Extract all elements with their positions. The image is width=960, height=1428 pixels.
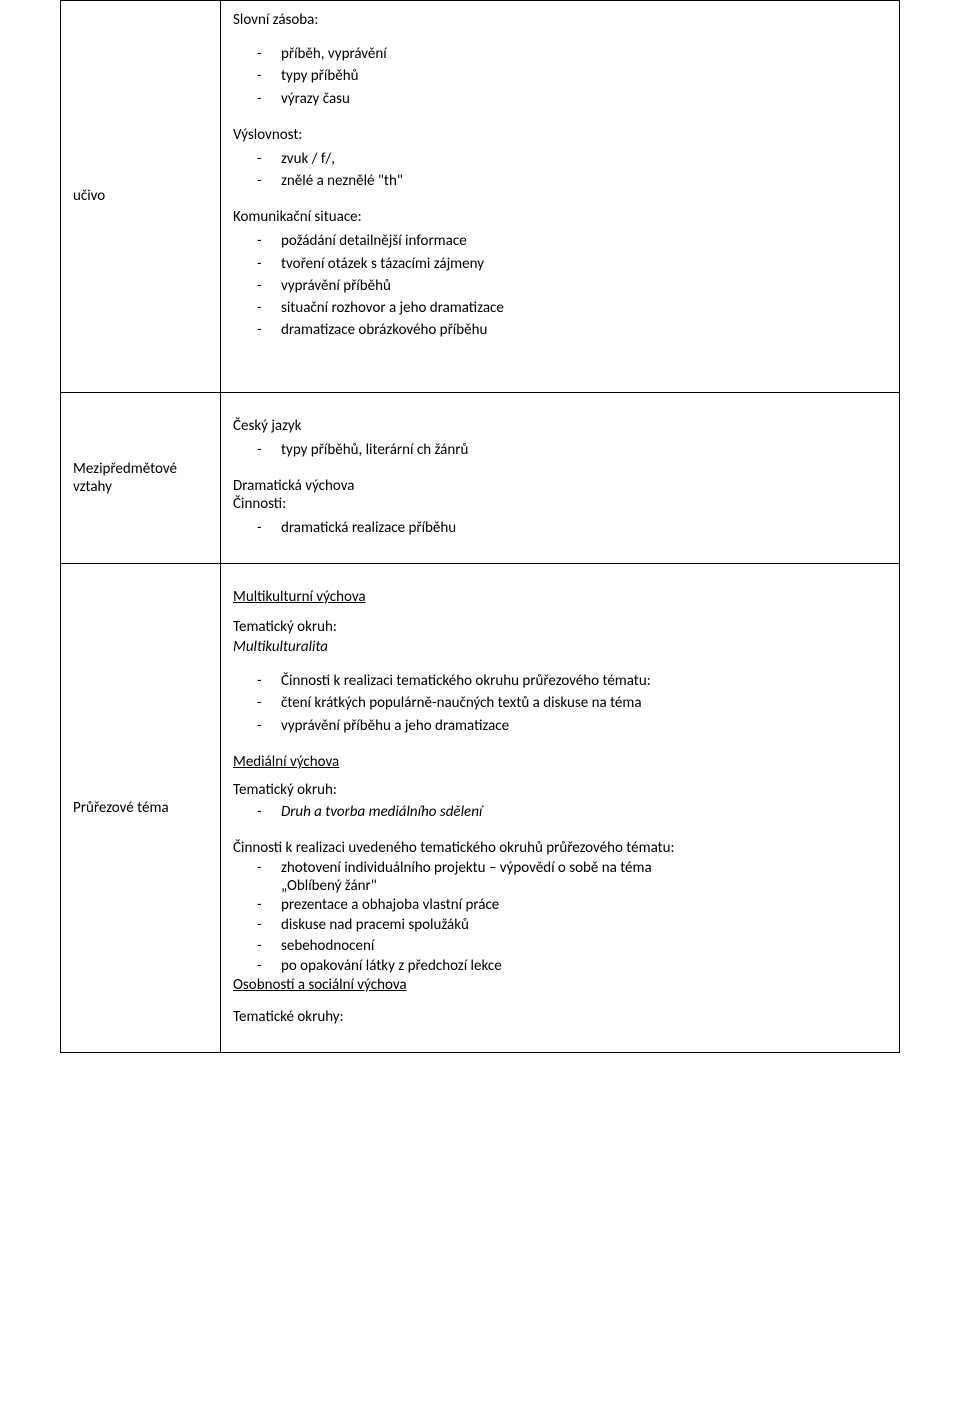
list-item: vyprávění příběhů [281, 275, 887, 297]
medialni-cinnosti-list: prezentace a obhajoba vlastní práce disk… [233, 895, 887, 976]
row-label-mezipredmetove: Mezipředmětové vztahy [61, 392, 221, 564]
multikulturni-okruh-value: Multikulturalita [233, 638, 887, 656]
list-item: výrazy času [281, 88, 887, 110]
vyslovnost-heading: Výslovnost: [233, 126, 887, 144]
list-item: dramatická realizace příběhu [281, 517, 887, 539]
multikulturni-okruh-label: Tematický okruh: [233, 618, 887, 636]
medialni-okruh-list: Druh a tvorba mediálního sdělení [233, 801, 887, 823]
vyslovnost-block: Výslovnost: zvuk / f/, znělé a neznělé "… [233, 126, 887, 193]
row-content-prurezove: Multikulturní výchova Tematický okruh: M… [221, 564, 900, 1053]
row-content-ucivo: Slovní zásoba: příběh, vyprávění typy př… [221, 1, 900, 393]
osobnosti-heading: Osobností a sociální výchova [233, 976, 887, 994]
label-text: Průřezové téma [73, 799, 169, 817]
cesky-jazyk-heading: Český jazyk [233, 417, 887, 435]
list-item: diskuse nad pracemi spolužáků [281, 915, 887, 935]
slovni-zasoba-block: Slovní zásoba: příběh, vyprávění typy př… [233, 11, 887, 110]
medialni-block: Mediální výchova Tematický okruh: Druh a… [233, 753, 887, 1026]
label-text: učivo [73, 187, 105, 205]
list-item: požádání detailnější informace [281, 230, 887, 252]
row-label-prurezove: Průřezové téma [61, 564, 221, 1053]
list-item: sebehodnocení [281, 936, 887, 956]
page: učivo Slovní zásoba: příběh, vyprávění t… [0, 0, 960, 1428]
cinnosti-first-item: zhotovení individuálního projektu – výpo… [233, 859, 887, 895]
medialni-heading: Mediální výchova [233, 753, 887, 771]
list-item: po opakování látky z předchozí lekce [281, 956, 887, 976]
label-text-line1: Mezipředmětové [73, 460, 177, 478]
cesky-jazyk-list: typy příběhů, literární ch žánrů [233, 439, 887, 461]
list-item: dramatizace obrázkového příběhu [281, 319, 887, 341]
dramaticka-list: dramatická realizace příběhu [233, 517, 887, 539]
table-row: učivo Slovní zásoba: příběh, vyprávění t… [61, 1, 900, 393]
table-row: Průřezové téma Multikulturní výchova Tem… [61, 564, 900, 1053]
komunikacni-heading: Komunikační situace: [233, 208, 887, 226]
table-row: Mezipředmětové vztahy Český jazyk typy p… [61, 392, 900, 564]
slovni-zasoba-list: příběh, vyprávění typy příběhů výrazy ča… [233, 43, 887, 110]
list-item: tvoření otázek s tázacími zájmeny [281, 253, 887, 275]
tematicke-okruhy: Tematické okruhy: [233, 1008, 887, 1026]
list-item: čtení krátkých populárně-naučných textů … [281, 692, 887, 714]
list-item: prezentace a obhajoba vlastní práce [281, 895, 887, 915]
row-label-ucivo: učivo [61, 1, 221, 393]
row-content-mezipredmetove: Český jazyk typy příběhů, literární ch ž… [221, 392, 900, 564]
komunikacni-list: požádání detailnější informace tvoření o… [233, 230, 887, 341]
list-item: typy příběhů, literární ch žánrů [281, 439, 887, 461]
content-table: učivo Slovní zásoba: příběh, vyprávění t… [60, 0, 900, 1053]
vyslovnost-list: zvuk / f/, znělé a neznělé "th" [233, 148, 887, 193]
multikulturni-heading: Multikulturní výchova [233, 588, 887, 606]
dramaticka-heading2: Činnosti: [233, 495, 887, 513]
list-item: Druh a tvorba mediálního sdělení [281, 801, 887, 823]
medialni-okruh-label: Tematický okruh: [233, 781, 887, 799]
cinnosti-line1: zhotovení individuálního projektu – výpo… [281, 859, 887, 877]
multikulturni-list: Činnosti k realizaci tematického okruhu … [233, 670, 887, 737]
dramaticka-heading1: Dramatická výchova [233, 477, 887, 495]
list-item: typy příběhů [281, 65, 887, 87]
label-text-line2: vztahy [73, 478, 112, 496]
list-item: vyprávění příběhu a jeho dramatizace [281, 715, 887, 737]
slovni-zasoba-heading: Slovní zásoba: [233, 11, 887, 29]
list-item: příběh, vyprávění [281, 43, 887, 65]
multikulturni-block: Multikulturní výchova Tematický okruh: M… [233, 588, 887, 737]
list-item: znělé a neznělé "th" [281, 170, 887, 192]
list-item: situační rozhovor a jeho dramatizace [281, 297, 887, 319]
cinnosti-line2: „Oblíbený žánr" [281, 877, 887, 895]
komunikacni-block: Komunikační situace: požádání detailnějš… [233, 208, 887, 341]
list-item: zvuk / f/, [281, 148, 887, 170]
dramaticka-block: Dramatická výchova Činnosti: dramatická … [233, 477, 887, 539]
medialni-cinnosti-label: Činnosti k realizaci uvedeného tematické… [233, 839, 887, 857]
list-item: Činnosti k realizaci tematického okruhu … [281, 670, 887, 692]
cesky-jazyk-block: Český jazyk typy příběhů, literární ch ž… [233, 417, 887, 461]
